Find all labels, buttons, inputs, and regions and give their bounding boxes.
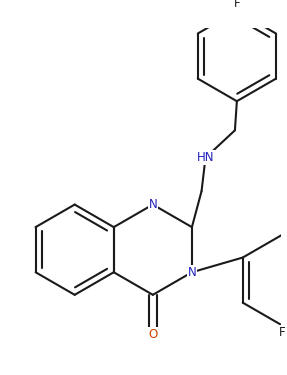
Text: N: N xyxy=(148,198,157,211)
Text: F: F xyxy=(234,0,240,10)
Text: O: O xyxy=(148,328,158,341)
Text: F: F xyxy=(278,326,285,339)
Text: N: N xyxy=(187,266,196,279)
Text: HN: HN xyxy=(197,151,214,164)
